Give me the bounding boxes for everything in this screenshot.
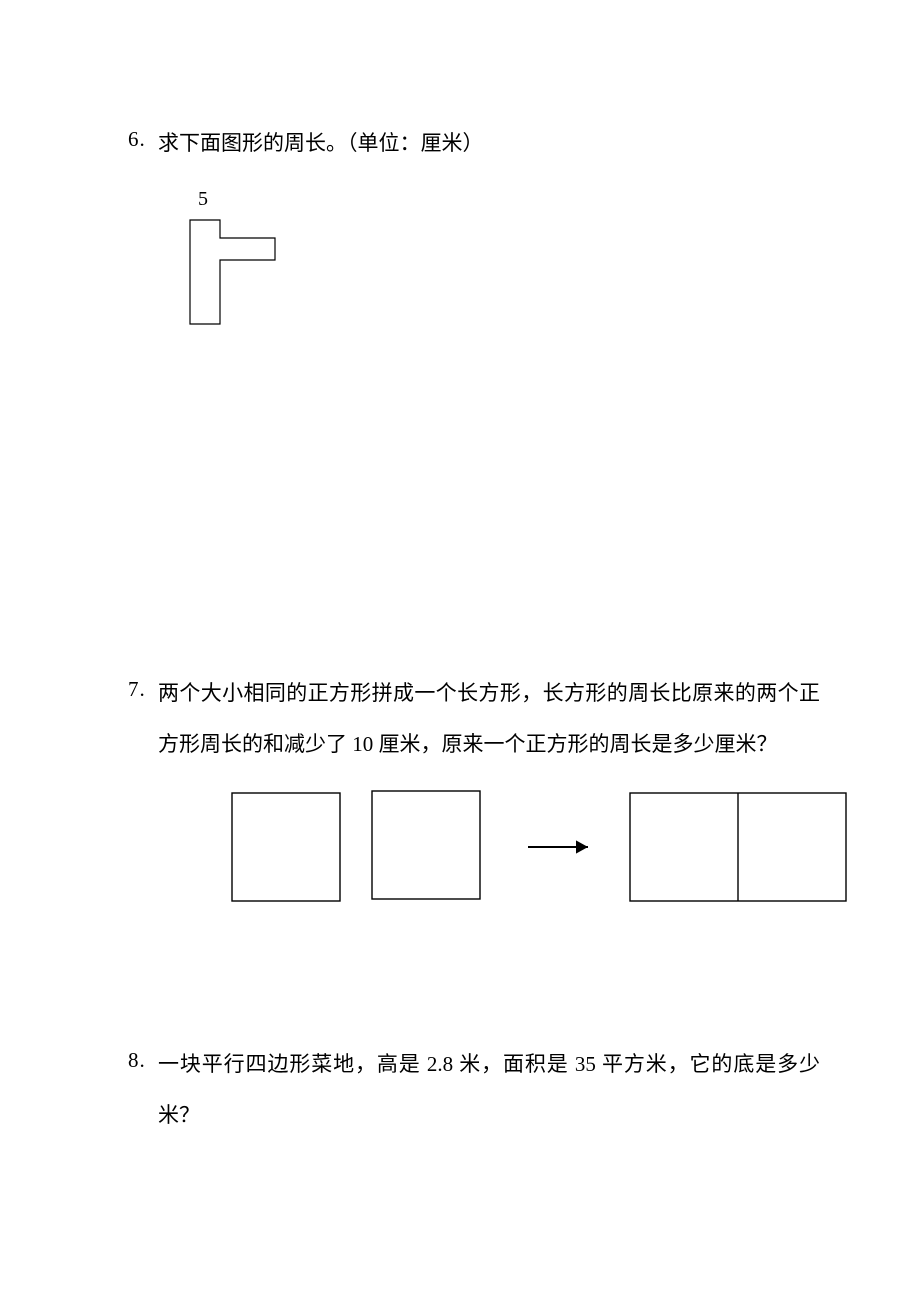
question-8-text: 一块平行四边形菜地，高是 2.8 米，面积是 35 平方米，它的底是多少米？ <box>158 1039 820 1140</box>
question-6-text: 求下面图形的周长。（单位：厘米） <box>158 118 820 168</box>
question-6-number: 6. <box>128 118 158 160</box>
figure-6-shape <box>158 216 278 336</box>
answer-space-7 <box>128 929 820 989</box>
question-6-line: 6. 求下面图形的周长。（单位：厘米） <box>128 118 820 168</box>
question-7: 7. 两个大小相同的正方形拼成一个长方形，长方形的周长比原来的两个正方形周长的和… <box>128 668 820 989</box>
question-6-figure: 5 <box>158 188 820 368</box>
question-7-number: 7. <box>128 668 158 710</box>
figure-6-label-top: 5 <box>198 188 208 211</box>
answer-space-6 <box>128 368 820 618</box>
figure-7-shapes <box>158 789 858 919</box>
question-7-text: 两个大小相同的正方形拼成一个长方形，长方形的周长比原来的两个正方形周长的和减少了… <box>158 668 820 769</box>
question-7-line: 7. 两个大小相同的正方形拼成一个长方形，长方形的周长比原来的两个正方形周长的和… <box>128 668 820 769</box>
question-8-number: 8. <box>128 1039 158 1081</box>
question-8-line: 8. 一块平行四边形菜地，高是 2.8 米，面积是 35 平方米，它的底是多少米… <box>128 1039 820 1140</box>
question-8: 8. 一块平行四边形菜地，高是 2.8 米，面积是 35 平方米，它的底是多少米… <box>128 1039 820 1140</box>
question-7-figure <box>158 789 858 929</box>
question-6: 6. 求下面图形的周长。（单位：厘米） 5 <box>128 118 820 618</box>
worksheet-page: 6. 求下面图形的周长。（单位：厘米） 5 7. 两个大小相同的正方形拼成一个长… <box>0 0 920 1302</box>
